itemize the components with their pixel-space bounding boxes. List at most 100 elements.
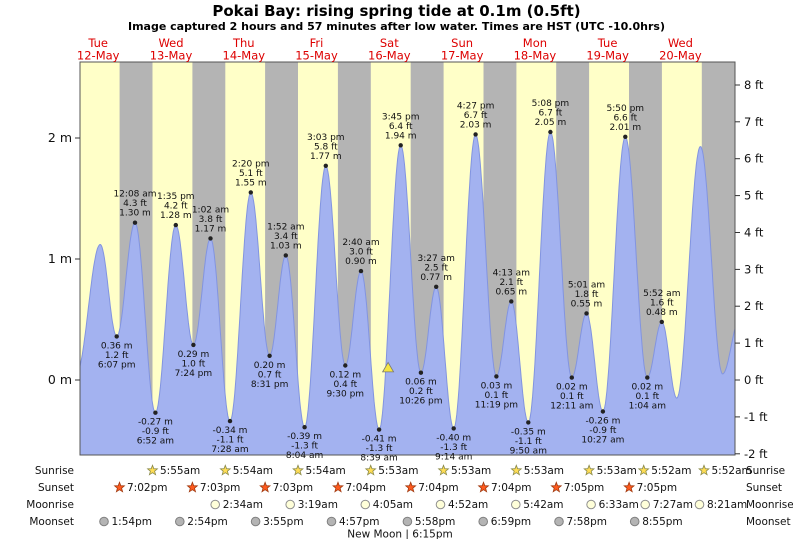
- chart-subtitle: Image captured 2 hours and 57 minutes af…: [128, 20, 665, 33]
- sunrise-icon: [364, 464, 377, 476]
- tide-annotations: 0.36 m1.2 ft6:07 pm 12:08 am4.3 ft1.30 m -…: [98, 99, 681, 464]
- y-axis-right-label: 8 ft: [744, 78, 764, 92]
- astro-time: 7:03pm: [273, 482, 313, 494]
- y-axis-right-label: -1 ft: [744, 410, 768, 424]
- tide-extreme-dot: [434, 284, 439, 289]
- tide-annotation-line: 3:27 am: [418, 254, 455, 264]
- tide-annotation-line: 1.0 ft: [182, 359, 206, 369]
- tide-annotation-line: 0.1 ft: [635, 392, 659, 402]
- day-date-label: 16-May: [368, 49, 411, 63]
- tide-annotation-line: -1.1 ft: [217, 436, 244, 446]
- astro-row-label-left: Moonrise: [26, 499, 74, 511]
- astro-time: 6:33am: [599, 499, 639, 511]
- sunset-icon: [113, 481, 126, 493]
- tide-annotation-line: 3.0 ft: [349, 248, 373, 258]
- tide-annotation-line: 1.8 ft: [575, 290, 599, 300]
- tide-annotation-line: 3:45 pm: [382, 112, 420, 122]
- tide-annotation-line: 4.2 ft: [164, 202, 188, 212]
- astro-time: 5:52am: [651, 465, 691, 477]
- day-name-label: Wed: [668, 36, 693, 50]
- tide-extreme-dot: [343, 363, 348, 368]
- tide-annotation-line: 0.48 m: [646, 308, 678, 318]
- y-axis-right-label: -2 ft: [744, 447, 768, 461]
- day-date-label: 18-May: [514, 49, 557, 63]
- tide-annotation-line: -0.35 m: [511, 427, 546, 437]
- tide-annotation-line: 2:40 am: [342, 238, 379, 248]
- astro-time: 7:04pm: [346, 482, 386, 494]
- tide-annotation-line: 5.8 ft: [314, 142, 338, 152]
- tide-extreme-dot: [248, 190, 253, 195]
- sunset-icon: [550, 481, 563, 493]
- tide-annotation-line: 0.4 ft: [333, 380, 357, 390]
- day-name-label: Thu: [232, 36, 255, 50]
- y-axis-left-label: 0 m: [48, 372, 72, 387]
- tide-annotation-line: 1:04 am: [629, 402, 666, 412]
- tide-annotation-line: 1.55 m: [235, 178, 267, 188]
- y-axis-right-label: 4 ft: [744, 226, 764, 240]
- sunset-icon: [186, 481, 199, 493]
- astro-time: 7:02pm: [127, 482, 167, 494]
- day-date-label: 20-May: [659, 49, 702, 63]
- day-date-label: 17-May: [441, 49, 484, 63]
- tide-extreme-dot: [473, 132, 478, 137]
- tide-annotation-line: 1:52 am: [267, 222, 304, 232]
- moonrise-icon: [694, 499, 705, 510]
- tide-annotation-line: 6.4 ft: [389, 122, 413, 132]
- tide-annotation-line: 4.3 ft: [123, 199, 147, 209]
- astro-time: 3:55pm: [263, 516, 303, 528]
- tide-extreme-dot: [645, 375, 650, 380]
- y-axis-right-label: 1 ft: [744, 336, 764, 350]
- tide-annotation-line: 0.06 m: [405, 378, 437, 388]
- tide-annotation-line: 2.05 m: [535, 118, 567, 128]
- astro-time: 7:04pm: [418, 482, 458, 494]
- astro-time: 2:54pm: [187, 516, 227, 528]
- tide-extreme-dot: [376, 427, 382, 432]
- day-date-label: 15-May: [295, 49, 338, 63]
- tide-annotation-line: 11:19 pm: [475, 400, 518, 410]
- tide-annotation-line: 0.03 m: [481, 381, 513, 391]
- astro-time: 4:05am: [373, 499, 413, 511]
- y-axis-right: 8 ft 7 ft 6 ft 5 ft 4 ft 3 ft 2 ft 1 ft 0 ft -1 f…: [735, 78, 768, 461]
- tide-annotation-line: 3:03 pm: [307, 133, 345, 143]
- tide-annotation-line: 0.2 ft: [409, 387, 433, 397]
- astro-row-label-right: Sunset: [746, 482, 782, 494]
- tide-annotation-line: -1.3 ft: [291, 442, 318, 452]
- tide-annotation-line: 0.12 m: [329, 371, 361, 381]
- moonrise-icon: [360, 499, 371, 510]
- tide-annotation-line: 2.01 m: [609, 123, 641, 133]
- day-name-label: Wed: [158, 36, 183, 50]
- tide-annotation-line: 12:08 am: [113, 190, 156, 200]
- moonset-icon: [175, 516, 185, 527]
- tide-annotation-line: 2.5 ft: [424, 263, 448, 273]
- astro-time: 5:55am: [160, 465, 200, 477]
- astro-time: 3:19am: [298, 499, 338, 511]
- day-date-label: 19-May: [586, 49, 629, 63]
- tide-annotation-line: 0.77 m: [420, 273, 452, 283]
- astro-time: 1:54pm: [112, 516, 152, 528]
- astro-time: 7:05pm: [637, 482, 677, 494]
- astro-row-label-left: Moonset: [29, 516, 74, 528]
- tide-annotation-line: 12:11 am: [550, 402, 593, 412]
- tide-annotation-line: -0.26 m: [585, 417, 620, 427]
- tide-annotation-line: 9:14 am: [435, 452, 472, 462]
- day-name-label: Tue: [87, 36, 108, 50]
- astro-row-label-right: Moonset: [746, 516, 791, 528]
- tide-annotation-line: 1.6 ft: [650, 298, 674, 308]
- moonset-icon: [629, 516, 640, 527]
- tide-area-fill: [80, 132, 735, 455]
- y-axis-left-label: 2 m: [48, 130, 72, 145]
- moonrise-icon: [435, 499, 446, 510]
- tide-annotation-line: 0.65 m: [495, 287, 527, 297]
- tide-annotation-line: 2.03 m: [460, 120, 492, 130]
- y-axis-right-label: 3 ft: [744, 262, 764, 276]
- tide-annotation-line: 3.4 ft: [274, 232, 298, 242]
- astro-row-label-left: Sunrise: [35, 465, 74, 477]
- tide-annotation-line: -0.9 ft: [142, 427, 169, 437]
- tide-annotation-line: 1.28 m: [160, 211, 192, 221]
- astro-time: 5:53am: [597, 465, 637, 477]
- tide-extreme-dot: [323, 163, 328, 168]
- astro-row-label-right: Sunrise: [746, 465, 785, 477]
- tide-annotation-line: 1.30 m: [119, 209, 151, 219]
